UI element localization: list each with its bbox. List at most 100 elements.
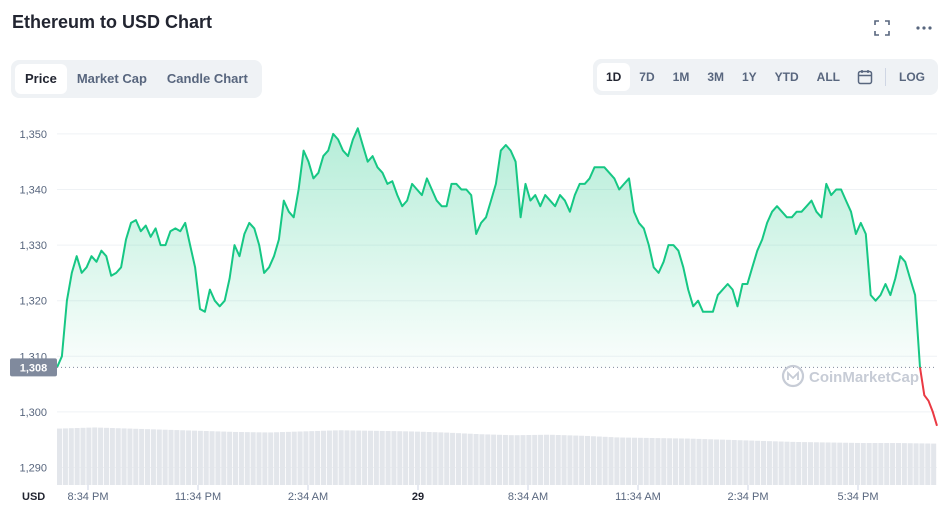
volume-bar: [538, 434, 544, 485]
volume-bar: [725, 439, 731, 485]
volume-bar: [379, 430, 385, 485]
volume-bar: [268, 432, 274, 485]
coinmarketcap-logo-icon: [781, 364, 805, 388]
calendar-icon[interactable]: [849, 63, 881, 91]
volume-bar: [409, 431, 415, 485]
volume-bar: [256, 432, 262, 485]
volume-bar: [356, 430, 362, 485]
volume-bar: [590, 436, 596, 485]
volume-bar: [626, 437, 632, 485]
volume-bar: [514, 435, 520, 485]
volume-bar: [931, 443, 937, 485]
volume-bar: [860, 443, 866, 485]
volume-bar: [890, 443, 896, 485]
x-tick-label: 8:34 PM: [68, 491, 109, 503]
volume-bar: [450, 432, 456, 485]
volume-bar: [180, 430, 186, 485]
more-icon[interactable]: [914, 18, 934, 38]
volume-bar: [145, 429, 151, 485]
volume-bar: [649, 438, 655, 485]
volume-bar: [766, 441, 772, 485]
x-tick-label: 11:34 AM: [615, 491, 661, 503]
x-tick-label: 2:34 PM: [728, 491, 769, 503]
volume-bar: [761, 440, 767, 485]
volume-bar: [508, 435, 514, 485]
volume-bar: [596, 436, 602, 485]
tab-candle-chart[interactable]: Candle Chart: [166, 71, 248, 86]
volume-bar: [532, 434, 538, 485]
volume-bar: [714, 439, 720, 485]
volume-bar: [673, 438, 679, 485]
volume-bar: [631, 437, 637, 485]
range-all[interactable]: ALL: [816, 70, 840, 84]
x-axis-unit: USD: [22, 491, 45, 503]
volume-bar: [291, 431, 297, 485]
time-range-selector: 1D 7D 1M 3M 1Y YTD ALL LOG: [592, 59, 938, 95]
volume-bar: [238, 432, 244, 485]
volume-bar: [397, 431, 403, 485]
volume-bar: [432, 432, 438, 485]
volume-bar: [825, 442, 831, 485]
fullscreen-icon[interactable]: [872, 18, 892, 38]
volume-bar: [719, 439, 725, 485]
volume-bar: [391, 431, 397, 485]
volume-bar: [209, 431, 215, 485]
volume-bar: [332, 430, 338, 485]
volume-bar: [497, 434, 503, 485]
range-3m[interactable]: 3M: [707, 70, 724, 84]
volume-bar: [831, 442, 837, 485]
volume-bar: [485, 434, 491, 485]
volume-bar: [203, 431, 209, 485]
volume-bar: [115, 428, 121, 485]
volume-bar: [461, 433, 467, 485]
range-1y[interactable]: 1Y: [741, 70, 757, 84]
volume-bar: [866, 443, 872, 485]
chart-type-tabs: Price Market Cap Candle Chart: [11, 60, 262, 98]
volume-bar: [502, 434, 508, 485]
volume-bar: [837, 442, 843, 485]
volume-bar: [403, 431, 409, 485]
volume-bar: [784, 441, 790, 485]
volume-bar: [807, 442, 813, 485]
range-1d[interactable]: 1D: [596, 63, 631, 91]
volume-bar: [168, 429, 174, 485]
volume-bar: [690, 438, 696, 485]
volume-bar: [315, 430, 321, 485]
volume-bar: [872, 443, 878, 485]
range-7d[interactable]: 7D: [639, 70, 655, 84]
tab-price[interactable]: Price: [15, 64, 67, 94]
volume-bar: [819, 442, 825, 485]
volume-bar: [309, 431, 315, 485]
y-tick-label: 1,300: [19, 407, 47, 419]
volume-bar: [467, 433, 473, 485]
range-1m[interactable]: 1M: [672, 70, 690, 84]
volume-bar: [250, 432, 256, 485]
volume-bar: [901, 443, 907, 485]
volume-bar: [139, 428, 145, 485]
volume-bar: [344, 430, 350, 485]
volume-bar: [303, 431, 309, 485]
log-toggle[interactable]: LOG: [899, 70, 925, 84]
volume-bar: [367, 430, 373, 485]
price-line-up[interactable]: [56, 127, 921, 368]
range-ytd[interactable]: YTD: [774, 70, 799, 84]
volume-bar: [543, 434, 549, 485]
volume-bar: [285, 431, 291, 485]
volume-bar: [608, 437, 614, 485]
volume-bar: [684, 438, 690, 485]
volume-bar: [491, 434, 497, 485]
volume-bar: [98, 427, 104, 485]
volume-bar: [221, 431, 227, 485]
volume-bar: [602, 436, 608, 485]
volume-bar: [549, 434, 555, 485]
volume-bar: [702, 439, 708, 485]
volume-bar: [573, 435, 579, 485]
tab-market-cap[interactable]: Market Cap: [76, 71, 147, 86]
volume-bar: [561, 435, 567, 485]
volume-bar: [227, 431, 233, 485]
range-divider: [885, 68, 886, 86]
price-line-down[interactable]: [919, 367, 938, 427]
volume-bar: [585, 435, 591, 485]
volume-bar: [215, 431, 221, 485]
